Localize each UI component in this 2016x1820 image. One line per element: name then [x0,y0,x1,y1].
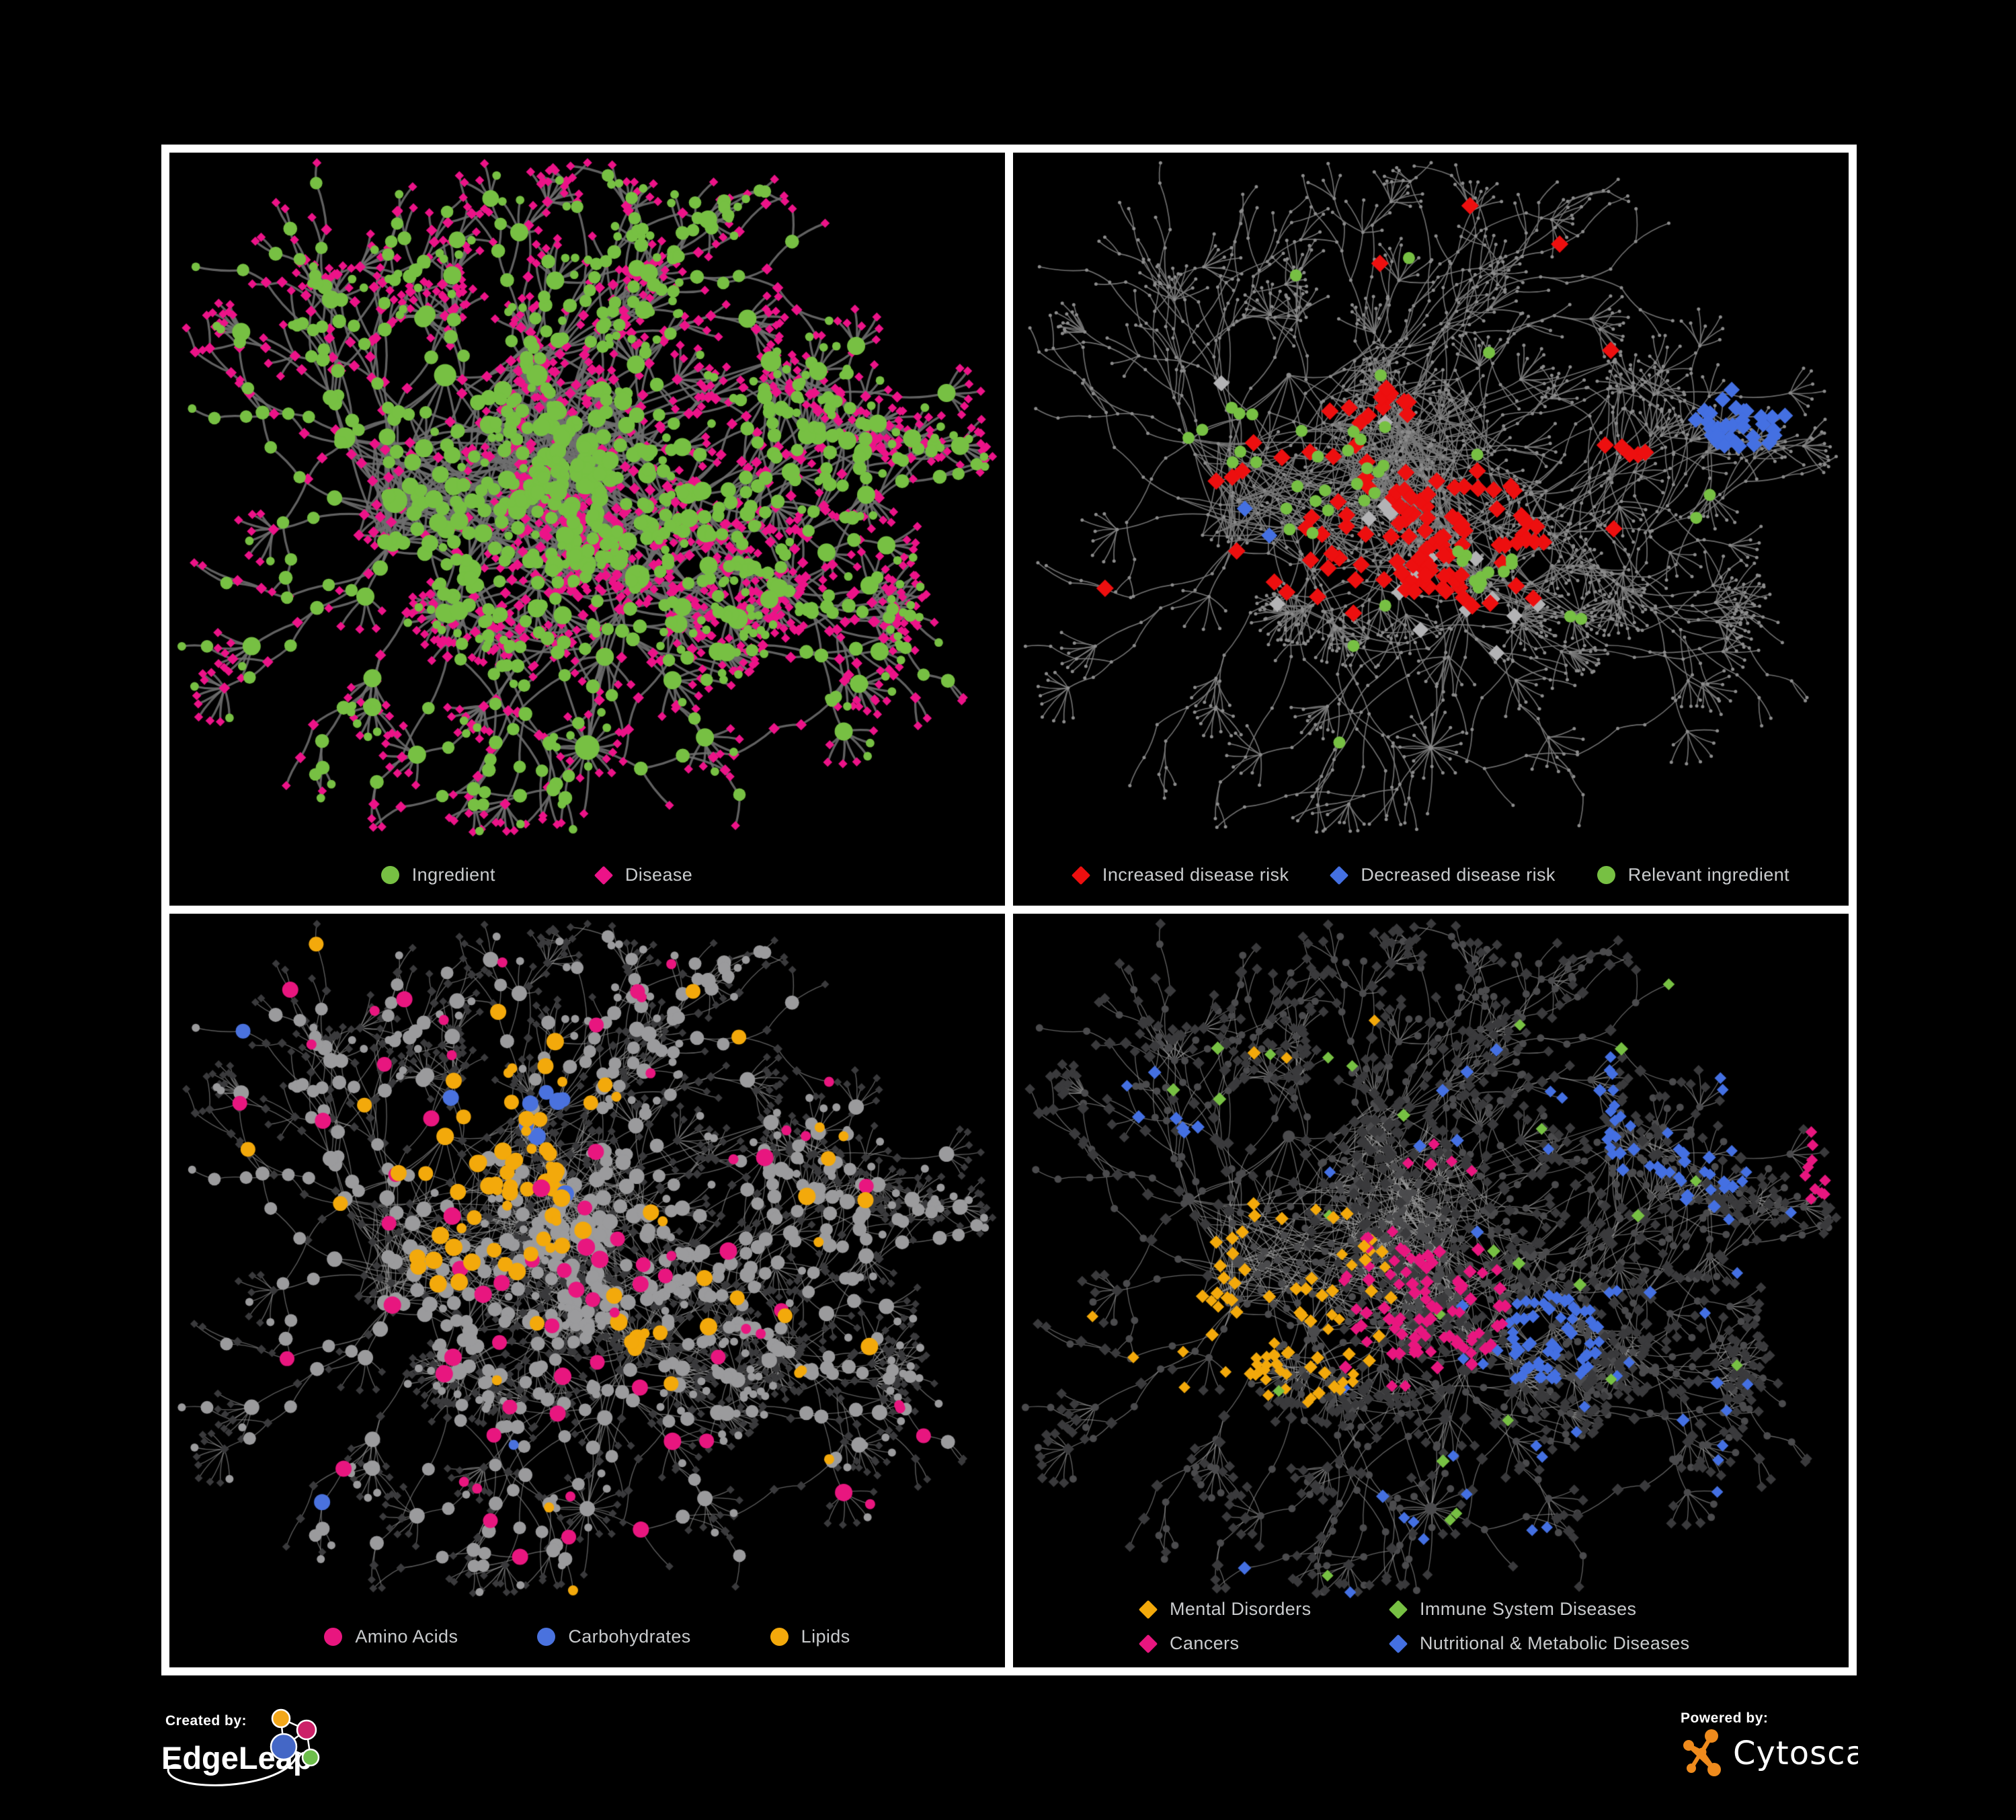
legend-item-cancers: Cancers [1138,1633,1389,1654]
legend-item-nutritional-metabolic-diseases: Nutritional & Metabolic Diseases [1388,1633,1690,1654]
immune-system-diseases-marker-icon [1388,1599,1408,1619]
legend-item-lipids: Lipids [770,1626,850,1647]
legend-disease-classes: Mental Disorders Immune System Diseases … [1138,1599,1690,1654]
lipids-marker-icon [770,1628,789,1646]
amino-acids-marker-icon [324,1628,343,1646]
edgeleap-logo: Created by: EdgeLeap [161,1708,320,1786]
legend-item-disease: Disease [594,865,693,885]
panel-disease-risk: Increased disease risk Decreased disease… [1013,153,1849,906]
edgeleap-magenta-node [296,1719,317,1741]
legend-item-increased-risk: Increased disease risk [1071,865,1289,885]
legend-label: Decreased disease risk [1361,865,1556,885]
legend-label: Lipids [801,1626,850,1647]
panel-ingredient-disease: Ingredient Disease [169,153,1005,906]
panel-nutrient-classes: Amino Acids Carbohydrates Lipids [169,914,1005,1667]
cytoscape-wordmark: Cytoscape [1733,1735,1858,1772]
disease-marker-icon [594,865,614,885]
legend-label: Mental Disorders [1170,1599,1312,1619]
legend-item-immune-system-diseases: Immune System Diseases [1388,1599,1689,1620]
legend-nutrient-classes: Amino Acids Carbohydrates Lipids [169,1626,1005,1647]
network-canvas-nutrient-classes [169,914,1005,1610]
edgeleap-orange-node [271,1708,291,1729]
legend-item-carbohydrates: Carbohydrates [537,1626,690,1647]
legend-label: Cancers [1170,1633,1240,1653]
legend-label: Carbohydrates [568,1626,691,1647]
increased-risk-marker-icon [1071,865,1091,885]
decreased-risk-marker-icon [1330,865,1349,885]
created-by-label: Created by: [165,1713,247,1729]
panel-disease-classes: Mental Disorders Immune System Diseases … [1013,914,1849,1667]
cytoscape-logo: Powered by: Cytoscape [1681,1710,1858,1776]
carbohydrates-marker-icon [537,1628,556,1646]
legend-item-mental-disorders: Mental Disorders [1138,1599,1389,1620]
legend-label: Immune System Diseases [1420,1599,1637,1619]
legend-label: Nutritional & Metabolic Diseases [1420,1633,1690,1653]
edgeleap-network-icon [167,1708,320,1786]
figure-grid: Ingredient Disease Increased disease ris… [161,145,1857,1675]
network-canvas-disease-classes [1013,914,1849,1610]
legend-label: Amino Acids [355,1626,458,1647]
legend-item-amino-acids: Amino Acids [324,1626,458,1647]
legend-label: Relevant ingredient [1627,865,1790,885]
legend-label: Disease [624,865,693,885]
legend-item-ingredient: Ingredient [380,865,495,885]
edgeleap-green-node [301,1748,320,1767]
legend-label: Increased disease risk [1102,865,1289,885]
network-canvas-ingredient-disease [169,153,1005,848]
nutritional-metabolic-marker-icon [1388,1634,1408,1653]
legend-ingredient-disease: Ingredient Disease [169,865,1005,885]
cytoscape-network-icon [1683,1729,1721,1776]
legend-item-decreased-risk: Decreased disease risk [1330,865,1555,885]
network-canvas-disease-risk [1013,153,1849,848]
legend-disease-risk: Increased disease risk Decreased disease… [1013,865,1849,885]
mental-disorders-marker-icon [1138,1599,1158,1619]
relevant-ingredient-marker-icon [1597,866,1615,884]
powered-by-label: Powered by: [1681,1710,1768,1726]
ingredient-marker-icon [380,866,399,884]
legend-label: Ingredient [411,865,495,885]
edgeleap-blue-node [270,1733,298,1761]
cancers-marker-icon [1138,1634,1158,1653]
legend-item-relevant-ingredient: Relevant ingredient [1597,865,1789,885]
